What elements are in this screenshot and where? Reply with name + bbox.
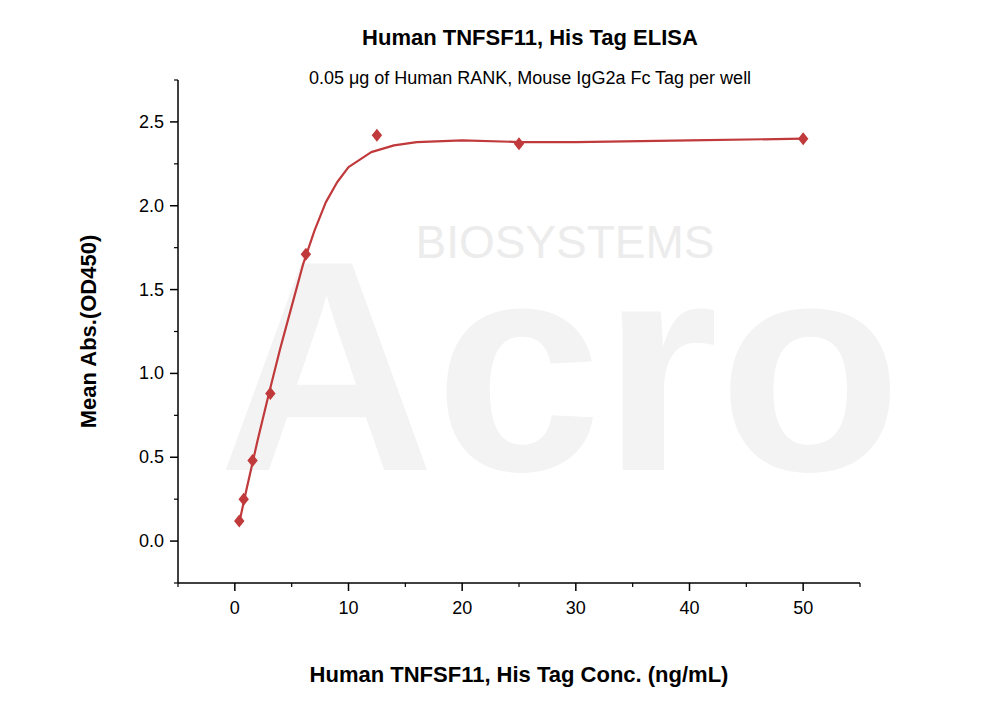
y-tick-label: 1.0 bbox=[139, 363, 164, 383]
x-minor-tick bbox=[746, 583, 747, 587]
x-tick-label: 50 bbox=[793, 598, 813, 618]
x-tick-label: 30 bbox=[566, 598, 586, 618]
x-axis-label: Human TNFSF11, His Tag Conc. (ng/mL) bbox=[310, 662, 729, 687]
data-point bbox=[372, 129, 382, 142]
y-minor-tick bbox=[174, 79, 178, 80]
x-tick bbox=[348, 583, 350, 591]
y-tick-label: 1.5 bbox=[139, 280, 164, 300]
chart: AcroBIOSYSTEMS Human TNFSF11, His Tag ELI… bbox=[0, 0, 1000, 702]
fit-line bbox=[239, 139, 803, 523]
x-tick-label: 20 bbox=[452, 598, 472, 618]
data-point bbox=[238, 493, 248, 506]
x-tick bbox=[802, 583, 804, 591]
y-tick bbox=[170, 373, 178, 375]
data-point bbox=[798, 132, 808, 145]
plot-area bbox=[234, 129, 808, 528]
data-point bbox=[301, 248, 311, 261]
data-point bbox=[514, 137, 524, 150]
y-tick bbox=[170, 289, 178, 291]
y-minor-tick bbox=[174, 163, 178, 164]
x-minor-tick bbox=[405, 583, 406, 587]
x-tick-label: 10 bbox=[338, 598, 358, 618]
subtitle: 0.05 μg of Human RANK, Mouse IgG2a Fc Ta… bbox=[309, 68, 751, 88]
x-minor-tick bbox=[859, 583, 860, 587]
x-tick bbox=[689, 583, 691, 591]
x-tick-label: 40 bbox=[679, 598, 699, 618]
watermark: Acro bbox=[218, 198, 902, 534]
y-tick bbox=[170, 457, 178, 459]
data-point bbox=[234, 514, 244, 527]
y-minor-tick bbox=[174, 582, 178, 583]
x-minor-tick bbox=[518, 583, 519, 587]
y-tick-label: 2.5 bbox=[139, 112, 164, 132]
title: Human TNFSF11, His Tag ELISA bbox=[362, 25, 698, 50]
y-minor-tick bbox=[174, 247, 178, 248]
y-minor-tick bbox=[174, 499, 178, 500]
y-tick-label: 0.5 bbox=[139, 447, 164, 467]
y-axis-label: Mean Abs.(OD450) bbox=[76, 235, 101, 429]
watermark: BIOSYSTEMS bbox=[415, 216, 714, 268]
x-tick bbox=[461, 583, 463, 591]
x-tick bbox=[234, 583, 236, 591]
x-tick bbox=[575, 583, 577, 591]
data-point bbox=[247, 454, 257, 467]
x-minor-tick bbox=[291, 583, 292, 587]
y-tick bbox=[170, 205, 178, 207]
x-tick-label: 0 bbox=[230, 598, 240, 618]
y-minor-tick bbox=[174, 331, 178, 332]
data-point bbox=[265, 387, 275, 400]
y-tick bbox=[170, 540, 178, 542]
y-tick-label: 0.0 bbox=[139, 531, 164, 551]
y-tick bbox=[170, 121, 178, 123]
y-tick-label: 2.0 bbox=[139, 196, 164, 216]
y-minor-tick bbox=[174, 415, 178, 416]
x-minor-tick bbox=[632, 583, 633, 587]
